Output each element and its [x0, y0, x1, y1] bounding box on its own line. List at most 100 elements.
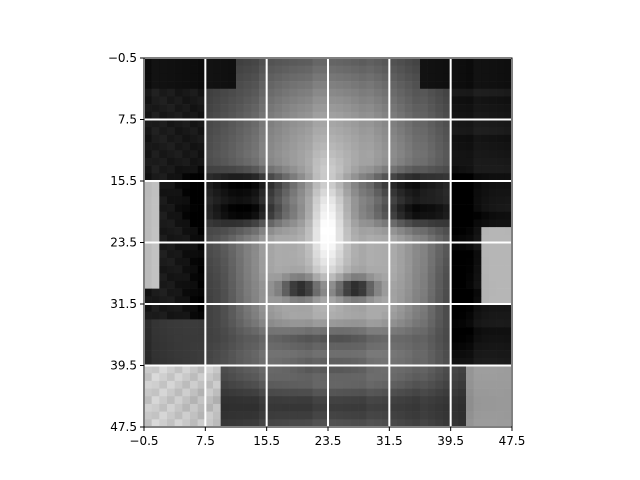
image-pixel [504, 334, 512, 343]
image-pixel [358, 280, 367, 289]
image-pixel [297, 111, 306, 120]
image-pixel [259, 134, 267, 143]
image-pixel [220, 388, 229, 397]
image-pixel [389, 357, 398, 366]
image-pixel [320, 250, 329, 259]
image-pixel [159, 88, 168, 97]
image-pixel [343, 96, 352, 105]
image-pixel [251, 188, 260, 197]
image-pixel [213, 288, 221, 297]
image-pixel [374, 88, 382, 97]
image-pixel [259, 327, 267, 336]
image-pixel [496, 311, 505, 320]
image-pixel [473, 342, 482, 351]
image-pixel [243, 65, 252, 74]
image-pixel [358, 419, 367, 427]
image-pixel [220, 73, 229, 82]
image-pixel [358, 150, 367, 159]
image-pixel [496, 357, 505, 366]
image-pixel [236, 296, 244, 305]
image-pixel [397, 157, 405, 166]
image-pixel [197, 219, 206, 228]
image-pixel [259, 342, 267, 351]
image-pixel [320, 288, 329, 297]
image-pixel [481, 181, 490, 189]
image-pixel [358, 227, 367, 236]
image-pixel [266, 304, 275, 312]
image-pixel [466, 388, 474, 397]
image-pixel [412, 150, 421, 159]
image-pixel [289, 327, 298, 336]
image-pixel [159, 96, 168, 105]
image-pixel [174, 142, 183, 151]
image-pixel [412, 119, 421, 128]
image-pixel [435, 219, 444, 228]
image-pixel [389, 304, 398, 312]
image-pixel [389, 142, 398, 151]
image-pixel [427, 73, 436, 82]
image-pixel [151, 211, 160, 220]
image-pixel [489, 219, 497, 228]
image-pixel [305, 327, 313, 336]
image-pixel [328, 181, 336, 189]
image-pixel [412, 396, 421, 405]
x-tick-label: 47.5 [499, 434, 526, 448]
image-pixel [343, 396, 352, 405]
image-pixel [167, 219, 175, 228]
image-pixel [450, 396, 459, 405]
image-pixel [274, 304, 283, 312]
image-pixel [266, 219, 275, 228]
image-pixel [473, 165, 482, 174]
image-pixel [404, 58, 413, 66]
image-pixel [144, 96, 152, 105]
image-pixel [205, 334, 214, 343]
image-pixel [220, 134, 229, 143]
image-pixel [450, 227, 459, 236]
image-pixel [435, 111, 444, 120]
image-pixel [167, 403, 175, 412]
image-pixel [496, 288, 505, 297]
image-pixel [504, 65, 512, 74]
image-pixel [205, 196, 214, 205]
image-pixel [496, 419, 505, 427]
image-pixel [228, 250, 237, 259]
image-pixel [450, 196, 459, 205]
image-pixel [220, 173, 229, 182]
image-pixel [473, 273, 482, 282]
image-pixel [289, 119, 298, 128]
image-pixel [282, 419, 290, 427]
image-pixel [473, 219, 482, 228]
image-pixel [366, 173, 375, 182]
image-pixel [274, 127, 283, 136]
image-pixel [151, 73, 160, 82]
image-pixel [251, 273, 260, 282]
image-pixel [335, 311, 344, 320]
axes: −0.5 7.5 15.5 23.5 31.5 39.5 47.5 −0.57.515.52… [108, 51, 526, 448]
image-pixel [489, 280, 497, 289]
image-pixel [397, 81, 405, 90]
image-pixel [412, 365, 421, 374]
image-pixel [481, 134, 490, 143]
image-pixel [220, 204, 229, 213]
image-pixel [420, 311, 428, 320]
image-pixel [297, 257, 306, 266]
x-tick-label: 39.5 [437, 434, 464, 448]
image-pixel [435, 58, 444, 66]
image-pixel [381, 273, 390, 282]
image-pixel [443, 257, 451, 266]
image-pixel [473, 350, 482, 359]
image-pixel [450, 127, 459, 136]
image-pixel [404, 65, 413, 74]
image-pixel [389, 242, 398, 251]
image-pixel [282, 388, 290, 397]
image-pixel [174, 350, 183, 359]
image-pixel [466, 380, 474, 389]
image-pixel [228, 96, 237, 105]
image-pixel [274, 150, 283, 159]
image-pixel [389, 181, 398, 189]
image-pixel [190, 219, 198, 228]
image-pixel [167, 65, 175, 74]
image-pixel [450, 165, 459, 174]
image-pixel [343, 234, 352, 243]
image-pixel [243, 211, 252, 220]
